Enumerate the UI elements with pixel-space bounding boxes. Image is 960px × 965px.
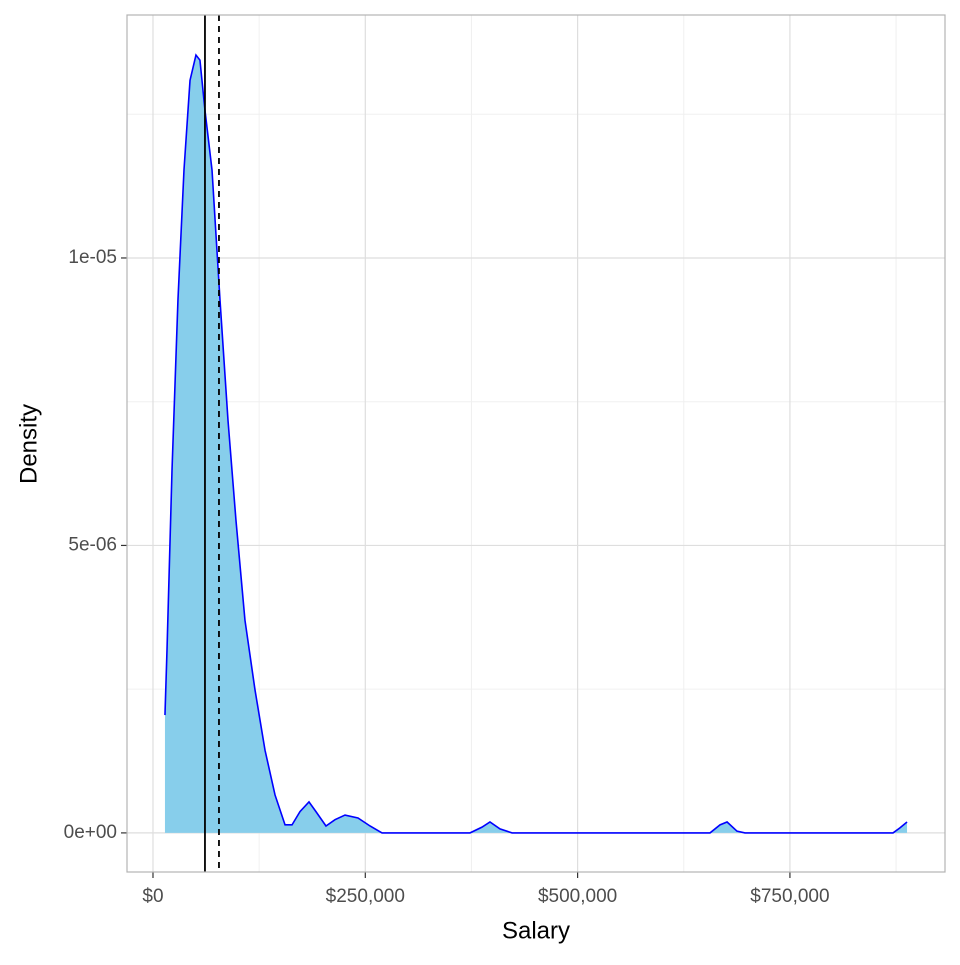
x-tick-label: $500,000 <box>538 886 617 907</box>
y-axis-title: Density <box>15 404 42 484</box>
y-tick-label: 5e-06 <box>68 534 117 555</box>
x-tick-label: $750,000 <box>750 886 829 907</box>
density-area <box>164 55 908 833</box>
x-axis-title: Salary <box>502 917 570 944</box>
y-tick-label: 1e-05 <box>68 247 117 268</box>
panel-border <box>126 14 946 873</box>
y-tick-label: 0e+00 <box>64 822 117 843</box>
x-tick-label: $0 <box>142 886 163 907</box>
x-tick-label: $250,000 <box>326 886 405 907</box>
density-line <box>164 53 908 834</box>
